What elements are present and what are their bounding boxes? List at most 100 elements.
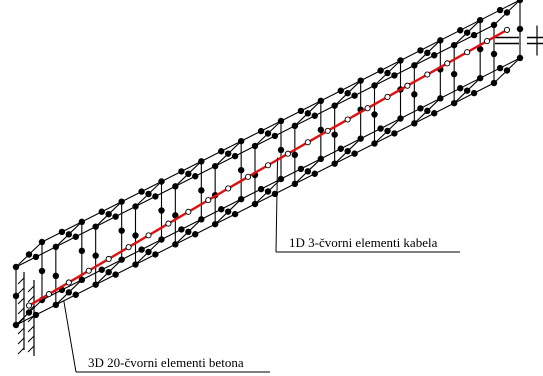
concrete-node [277, 146, 285, 154]
cable-node [264, 162, 272, 169]
concrete-node [470, 31, 478, 39]
concrete-node [218, 206, 225, 213]
concrete-node [476, 45, 484, 53]
cable-node [284, 150, 291, 157]
concrete-node [25, 251, 33, 258]
concrete-node [377, 67, 384, 74]
concrete-node [476, 74, 484, 82]
concrete-node [371, 111, 378, 118]
cable-node [205, 197, 212, 204]
concrete-node [98, 208, 105, 215]
concrete-node [437, 95, 444, 102]
fixed-support-hatch [17, 277, 25, 285]
concrete-node [397, 115, 404, 122]
concrete-node [503, 9, 511, 16]
concrete-node [351, 150, 358, 157]
concrete-node [490, 79, 498, 87]
concrete-node [344, 89, 351, 97]
concrete-node [172, 212, 179, 219]
fixed-support-hatch [27, 285, 35, 293]
concrete-node [52, 243, 60, 251]
concrete-node [237, 195, 245, 203]
concrete-node [251, 200, 259, 208]
concrete-node [158, 236, 165, 243]
concrete-node [152, 193, 159, 200]
concrete-node [218, 148, 225, 155]
concrete-node [371, 140, 378, 147]
concrete-node [138, 246, 145, 253]
supports [17, 25, 543, 356]
cable-node [364, 105, 371, 112]
concrete-node [490, 50, 498, 58]
concrete-node [450, 41, 458, 49]
concrete-node [185, 228, 192, 236]
concrete-node [192, 173, 199, 180]
concrete-node [145, 190, 152, 198]
concrete-node [377, 125, 384, 132]
concrete-node [12, 321, 20, 329]
concrete-node [138, 188, 145, 195]
concrete-node [337, 87, 344, 94]
concrete-node [411, 120, 418, 127]
concrete-node [52, 272, 60, 280]
fixed-support-hatch [27, 295, 35, 303]
concrete-node [257, 185, 265, 193]
concrete-node [112, 213, 119, 220]
concrete-node [158, 207, 165, 214]
concrete-node [72, 291, 79, 298]
cable-node [45, 291, 52, 298]
concrete-node [437, 37, 444, 44]
concrete-node [118, 256, 125, 263]
concrete-node [72, 233, 79, 240]
concrete-node [132, 203, 139, 210]
concrete-node [470, 89, 478, 97]
concrete-node [38, 238, 46, 246]
cable-node [444, 60, 451, 67]
cable-node [25, 302, 33, 309]
fixed-support-hatch [27, 315, 35, 323]
cable-node [304, 139, 311, 146]
fixed-support-hatch [17, 327, 25, 335]
concrete-node [351, 92, 358, 99]
concrete-node [496, 64, 504, 72]
concrete-node [12, 292, 20, 300]
concrete-node [224, 208, 232, 215]
concrete-node [58, 228, 66, 236]
concrete-node [331, 160, 338, 167]
concrete-node [503, 67, 511, 74]
concrete-node [211, 162, 219, 170]
fixed-support-hatch [17, 337, 25, 345]
concrete-node [198, 187, 205, 194]
concrete-node [198, 216, 205, 223]
concrete-node [463, 29, 471, 36]
concrete-node [516, 0, 524, 4]
concrete-node [297, 107, 305, 115]
concrete-node [78, 247, 86, 255]
concrete-node [391, 72, 398, 79]
concrete-node [172, 183, 179, 190]
concrete-node [211, 220, 219, 228]
concrete-node [384, 127, 391, 135]
concrete-node [264, 130, 272, 137]
concrete-node [277, 175, 285, 183]
concrete-node [132, 261, 139, 268]
concrete-node [317, 126, 325, 134]
cable-node [165, 220, 172, 227]
concrete-node [257, 127, 265, 135]
concrete-node [38, 267, 46, 275]
concrete-node [457, 85, 464, 92]
cable-node [404, 82, 411, 89]
concrete-node [424, 107, 431, 115]
concrete-node [92, 281, 99, 288]
concrete-node [158, 178, 165, 185]
concrete-node [118, 198, 125, 205]
concrete-node [291, 180, 299, 188]
concrete-node [417, 47, 424, 54]
concrete-node [12, 263, 20, 271]
concrete-node [490, 21, 498, 29]
cable-label-leader [275, 157, 279, 253]
fixed-support-hatch [17, 307, 25, 315]
cable-node [344, 116, 351, 123]
fixed-support-hatch [17, 317, 25, 325]
concrete-node [317, 97, 325, 105]
